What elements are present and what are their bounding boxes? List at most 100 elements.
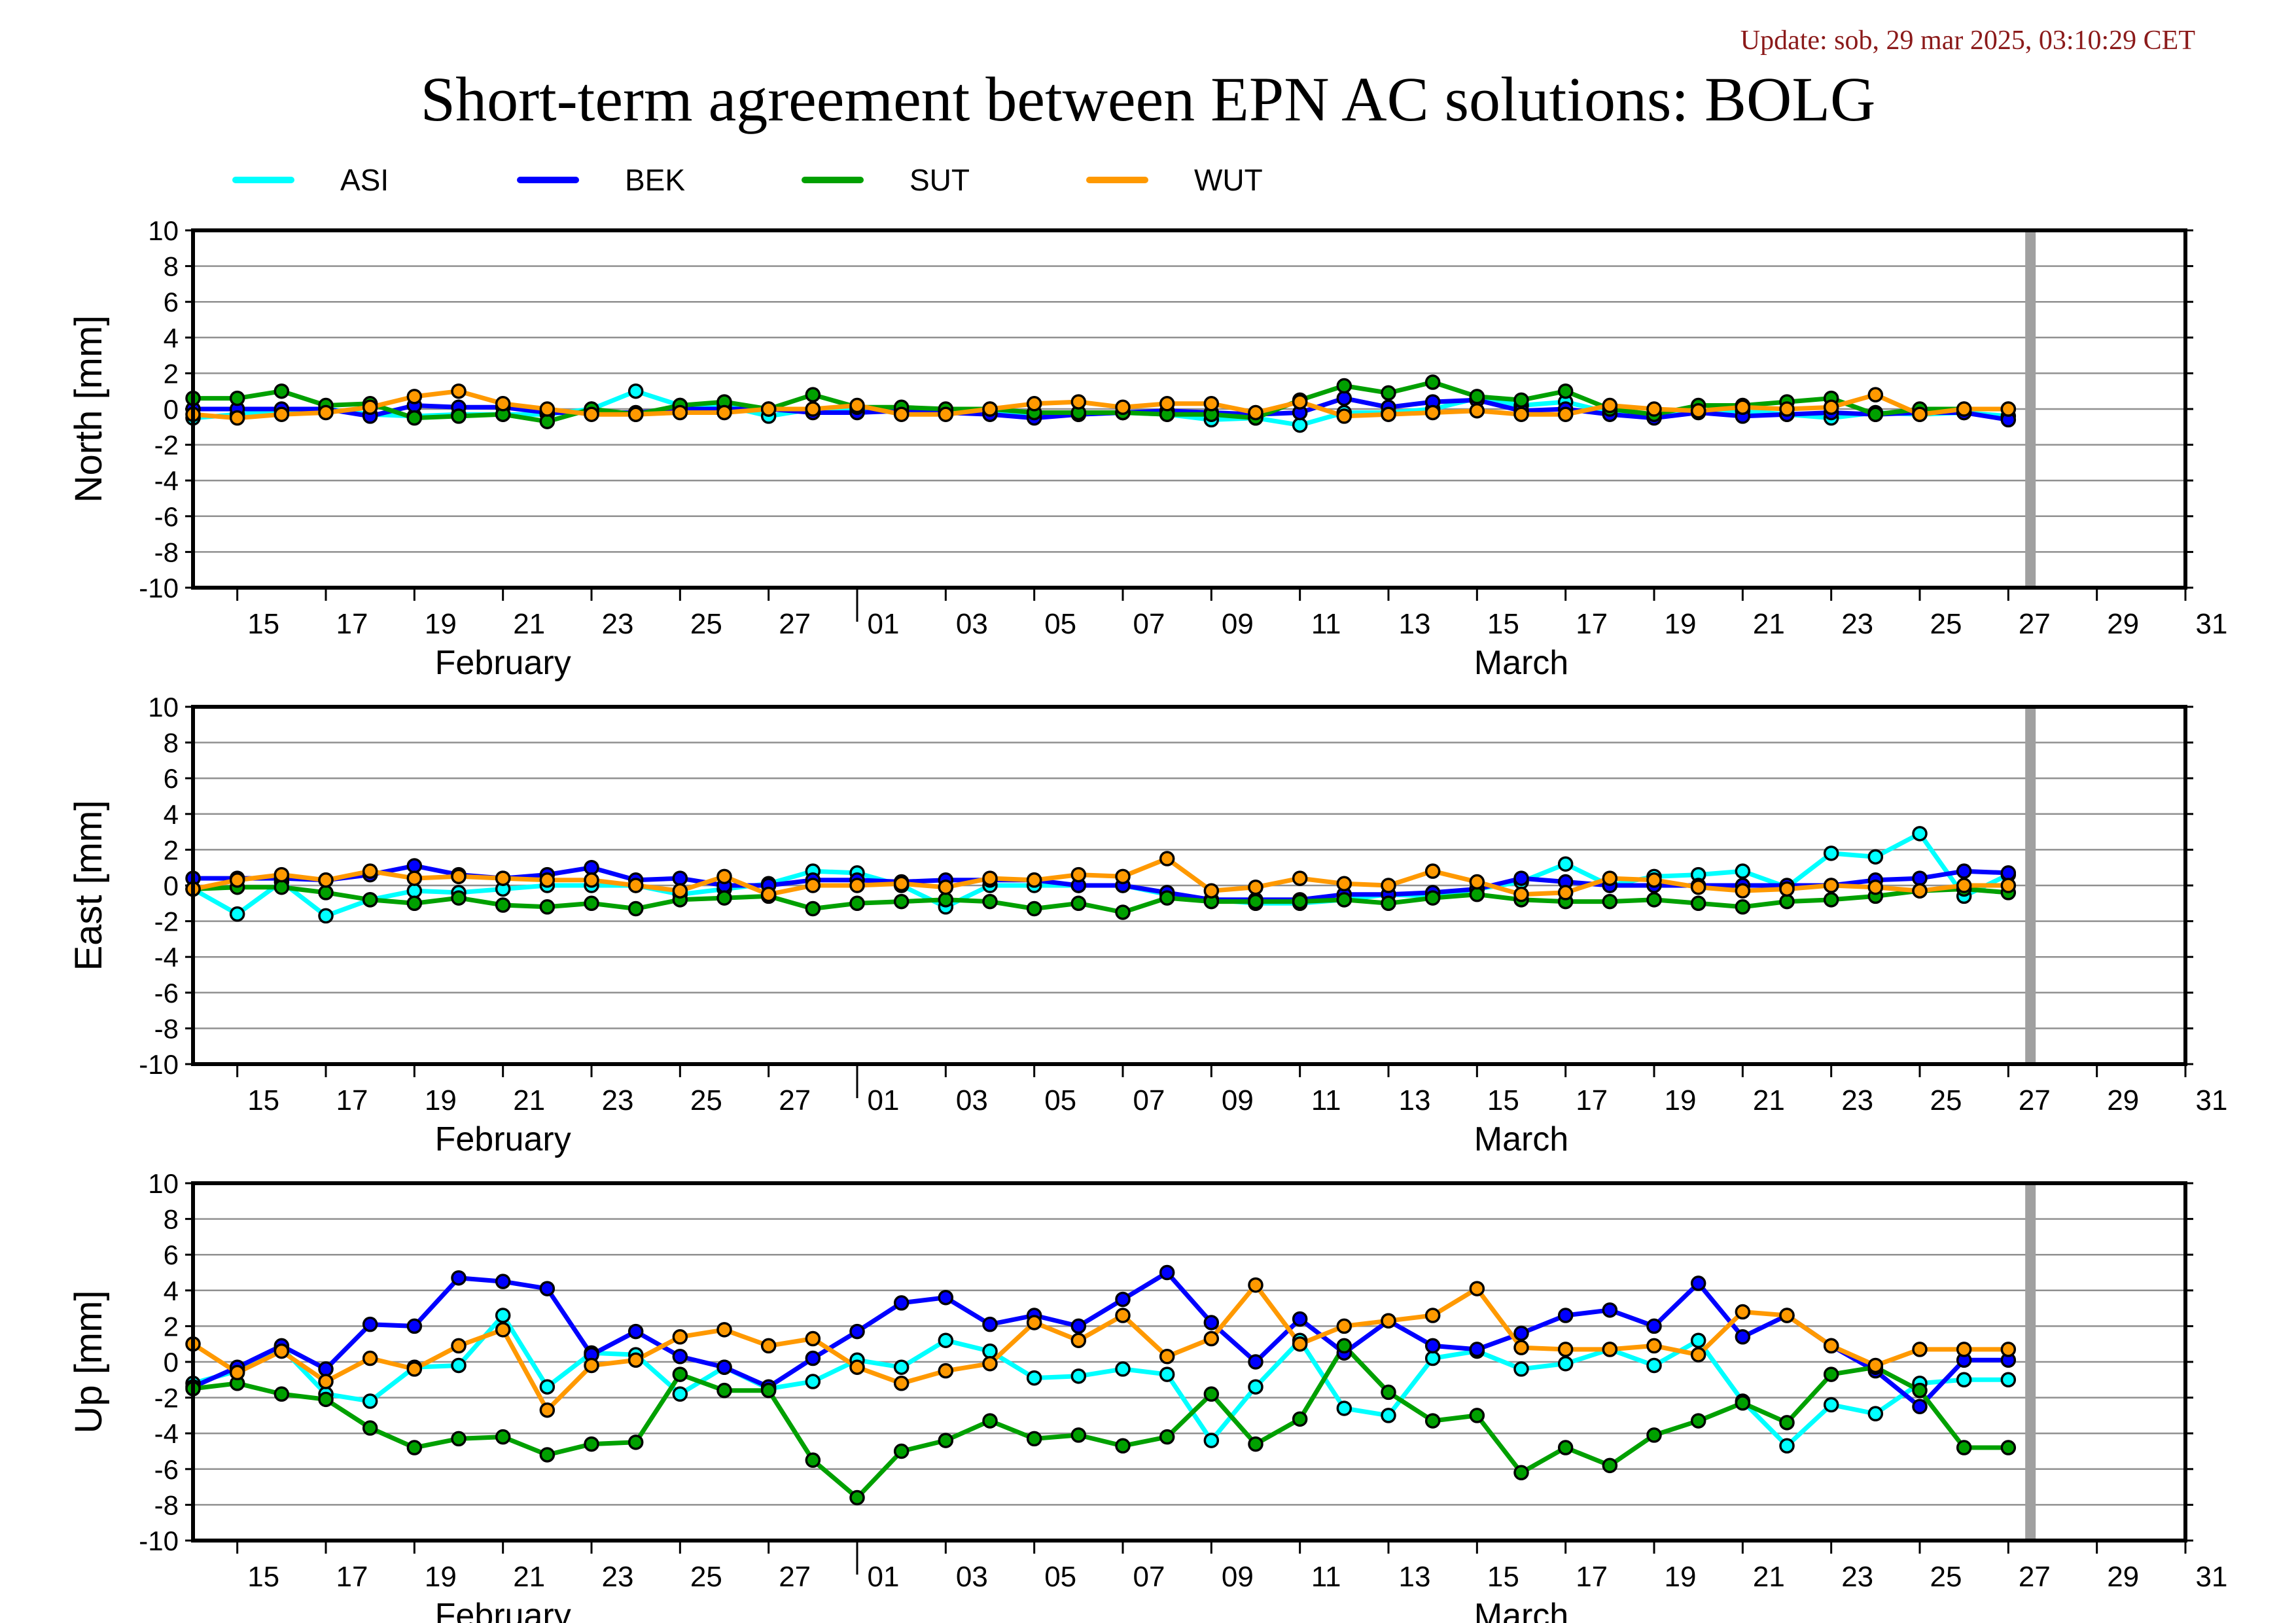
- data-point-wut: [627, 1352, 644, 1368]
- y-tick-label: -8: [154, 1489, 179, 1520]
- data-point-asi: [1115, 1361, 1131, 1377]
- data-point-wut: [805, 878, 821, 893]
- data-point-bek: [805, 1350, 821, 1366]
- x-tick-label: 17: [336, 608, 368, 640]
- data-point-sut: [1336, 1338, 1352, 1354]
- data-point-asi: [229, 906, 245, 922]
- data-point-wut: [495, 1322, 511, 1338]
- data-point-wut: [2000, 878, 2017, 893]
- data-point-sut: [805, 901, 821, 917]
- legend-item-sut: SUT: [802, 160, 970, 200]
- data-point-sut: [938, 1433, 954, 1448]
- data-point-sut: [1381, 895, 1396, 912]
- data-point-sut: [1381, 385, 1396, 401]
- data-end-marker: [2025, 1183, 2036, 1541]
- data-point-wut: [1381, 406, 1396, 422]
- data-point-wut: [1912, 406, 1928, 422]
- data-point-bek: [362, 1316, 378, 1332]
- data-point-bek: [1424, 1338, 1441, 1354]
- data-point-wut: [1248, 1277, 1263, 1293]
- data-point-wut: [982, 401, 998, 417]
- data-point-sut: [1469, 389, 1485, 404]
- data-point-sut: [1424, 890, 1441, 906]
- x-tick-label: 31: [2196, 1084, 2228, 1116]
- data-point-wut: [1513, 1340, 1529, 1355]
- data-point-sut: [1469, 1408, 1485, 1423]
- data-point-wut: [1912, 883, 1928, 899]
- data-point-sut: [1203, 1386, 1220, 1402]
- data-point-sut: [451, 890, 467, 906]
- data-point-sut: [1557, 383, 1574, 399]
- data-point-sut: [584, 895, 599, 912]
- x-tick-label: 23: [1841, 1561, 1873, 1593]
- data-point-sut: [716, 890, 732, 906]
- data-point-wut: [1557, 885, 1574, 901]
- data-point-wut: [274, 1343, 290, 1359]
- x-tick-label: 19: [425, 1561, 457, 1593]
- data-point-wut: [982, 870, 998, 886]
- data-point-wut: [318, 1374, 334, 1389]
- x-tick-label: 21: [1753, 1084, 1785, 1116]
- data-point-wut: [849, 1359, 865, 1375]
- data-point-wut: [1026, 1315, 1042, 1330]
- x-tick-label: 15: [1487, 608, 1519, 640]
- x-tick-label: 27: [779, 1561, 811, 1593]
- data-point-asi: [1248, 1379, 1263, 1395]
- data-point-asi: [982, 1343, 998, 1359]
- data-point-sut: [1690, 895, 1706, 912]
- y-axis-label: Up [mm]: [67, 1290, 110, 1433]
- data-point-wut: [1026, 872, 1042, 888]
- data-point-bek: [938, 1289, 954, 1306]
- y-tick-label: 2: [164, 1311, 179, 1342]
- data-point-sut: [1513, 1465, 1529, 1481]
- data-point-wut: [760, 401, 777, 417]
- data-point-wut: [1381, 1313, 1396, 1329]
- y-tick-label: 2: [164, 358, 179, 389]
- x-tick-label: 03: [956, 1561, 988, 1593]
- data-point-wut: [406, 389, 423, 404]
- data-point-bek: [1557, 1308, 1574, 1323]
- y-tick-label: -2: [154, 906, 179, 937]
- data-point-wut: [849, 878, 865, 893]
- x-tick-label: 27: [779, 608, 811, 640]
- data-point-wut: [1823, 878, 1839, 893]
- data-point-wut: [539, 401, 556, 417]
- x-tick-label: 05: [1044, 1084, 1076, 1116]
- y-tick-label: -10: [139, 1049, 179, 1080]
- data-point-wut: [1248, 404, 1263, 421]
- data-point-sut: [805, 1452, 821, 1468]
- data-point-wut: [274, 866, 290, 883]
- data-point-sut: [893, 893, 910, 910]
- data-point-wut: [1424, 1308, 1441, 1323]
- data-point-bek: [627, 1323, 644, 1340]
- legend-swatch-bek: [517, 177, 579, 183]
- data-point-sut: [1336, 892, 1352, 908]
- data-point-asi: [1513, 1361, 1529, 1377]
- data-point-wut: [1735, 1304, 1751, 1320]
- x-tick-label: 25: [690, 1084, 722, 1116]
- data-point-wut: [938, 879, 954, 895]
- data-point-wut: [1779, 1308, 1795, 1323]
- data-point-wut: [1779, 401, 1795, 417]
- data-end-marker: [2025, 230, 2036, 588]
- y-tick-label: -6: [154, 1454, 179, 1485]
- data-point-wut: [406, 870, 423, 886]
- data-point-wut: [938, 1363, 954, 1379]
- x-tick-label: 27: [2019, 1084, 2051, 1116]
- data-point-wut: [672, 1329, 688, 1345]
- data-point-wut: [1159, 1349, 1175, 1364]
- data-point-wut: [805, 401, 821, 417]
- data-point-wut: [1336, 876, 1352, 892]
- data-point-wut: [362, 1350, 378, 1366]
- data-point-sut: [539, 899, 556, 915]
- month-label: February: [435, 1120, 571, 1158]
- data-point-bek: [1912, 870, 1928, 886]
- x-tick-label: 23: [602, 1084, 634, 1116]
- data-point-sut: [1779, 1415, 1795, 1431]
- data-point-asi: [1336, 1400, 1352, 1416]
- data-point-sut: [584, 1436, 599, 1452]
- data-point-sut: [406, 1440, 423, 1455]
- y-tick-label: 8: [164, 1204, 179, 1235]
- data-point-sut: [893, 1443, 910, 1459]
- data-point-sut: [1381, 1384, 1396, 1400]
